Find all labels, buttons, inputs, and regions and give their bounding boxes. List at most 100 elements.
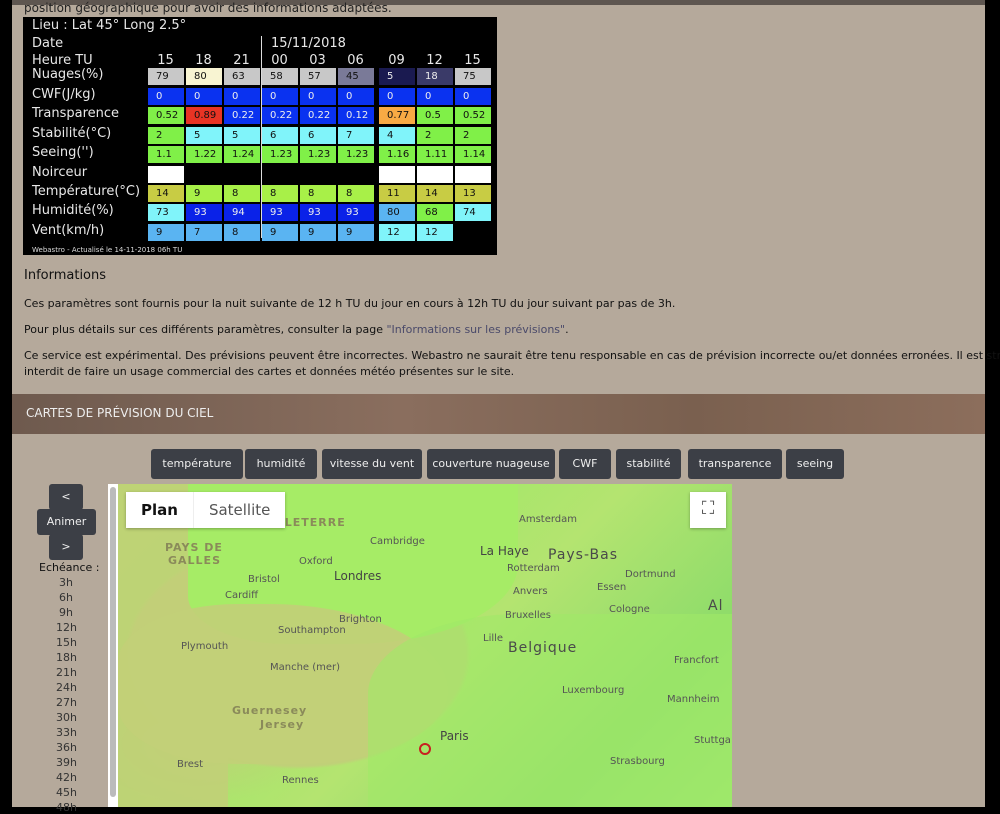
forecast-cell: 9 — [186, 185, 222, 202]
forecast-cell: 1.23 — [338, 146, 374, 163]
p2-prefix: Pour plus détails sur ces différents par… — [24, 323, 387, 336]
forecast-map[interactable]: ANGLETERRE PAYS DE GALLES Amsterdam Cambridg… — [108, 484, 732, 807]
map-label: Bruxelles — [505, 610, 551, 621]
map-label: Pays-Bas — [548, 547, 619, 563]
land-area — [368, 614, 732, 807]
map-label: Plymouth — [181, 641, 229, 652]
echeance-step[interactable]: 24h — [56, 681, 77, 694]
map-layer-button[interactable]: température — [151, 449, 243, 479]
echeance-step[interactable]: 45h — [56, 786, 77, 799]
row-label: Nuages(%) — [32, 67, 104, 82]
map-label: Brest — [177, 759, 204, 770]
forecast-cell: 80 — [379, 204, 415, 221]
animate-button[interactable]: Animer — [37, 509, 96, 535]
echeance-step[interactable]: 36h — [56, 741, 77, 754]
date-value: 15/11/2018 — [271, 36, 346, 51]
forecast-cell — [148, 166, 184, 183]
forecast-cell: 0.22 — [300, 107, 336, 124]
echeance-step[interactable]: 30h — [56, 711, 77, 724]
prev-button[interactable]: < — [49, 484, 83, 510]
forecast-cell: 0.12 — [338, 107, 374, 124]
echeance-step[interactable]: 27h — [56, 696, 77, 709]
echeance-step[interactable]: 21h — [56, 666, 77, 679]
forecast-cell — [379, 166, 415, 183]
row-label: Vent(km/h) — [32, 223, 105, 238]
map-label: GALLES — [168, 554, 221, 567]
map-label: Strasbourg — [610, 756, 665, 767]
forecast-cell: 18 — [417, 68, 453, 85]
hour-header: 21 — [233, 53, 250, 68]
map-layer-button[interactable]: CWF — [559, 449, 611, 479]
forecast-cell: 8 — [338, 185, 374, 202]
hour-header: 12 — [426, 53, 443, 68]
row-label: Stabilité(°C) — [32, 126, 112, 141]
forecast-cell: 2 — [417, 127, 453, 144]
echeance-step[interactable]: 15h — [56, 636, 77, 649]
echeance-step[interactable]: 48h — [56, 801, 77, 814]
forecast-table: Lieu : Lat 45° Long 2.5° Date 15/11/2018… — [23, 17, 497, 255]
map-layer-button[interactable]: couverture nuageuse — [427, 449, 555, 479]
forecast-cell: 14 — [148, 185, 184, 202]
map-layer-button[interactable]: transparence — [688, 449, 782, 479]
row-label: Humidité(%) — [32, 203, 114, 218]
forecast-cell: 0 — [300, 88, 336, 105]
echeance-step[interactable]: 18h — [56, 651, 77, 664]
echeance-label: Echéance : — [39, 561, 100, 574]
forecast-cell: 1.23 — [262, 146, 298, 163]
hour-header: 15 — [157, 53, 174, 68]
forecast-cell: 8 — [262, 185, 298, 202]
scrollbar-thumb[interactable] — [110, 487, 116, 797]
row-label: Température(°C) — [32, 184, 141, 199]
map-label: Anvers — [513, 586, 548, 597]
echeance-step[interactable]: 12h — [56, 621, 77, 634]
forecast-cell: 0 — [338, 88, 374, 105]
satellite-button[interactable]: Satellite — [192, 492, 285, 528]
map-label: Londres — [334, 569, 382, 583]
forecast-cell: 6 — [300, 127, 336, 144]
forecast-cell: 1.23 — [300, 146, 336, 163]
echeance-step[interactable]: 9h — [59, 606, 73, 619]
echeance-step[interactable]: 6h — [59, 591, 73, 604]
map-label: Essen — [597, 582, 627, 593]
echeance-step[interactable]: 33h — [56, 726, 77, 739]
fullscreen-icon[interactable]: ⛶ — [690, 492, 726, 528]
day-separator — [261, 36, 262, 238]
forecast-cell: 45 — [338, 68, 374, 85]
forecast-cell: 0.5 — [417, 107, 453, 124]
map-layer-button[interactable]: vitesse du vent — [322, 449, 422, 479]
location-marker[interactable] — [419, 743, 431, 755]
forecast-cell: 0 — [148, 88, 184, 105]
plan-button[interactable]: Plan — [141, 501, 178, 519]
row-label: Transparence — [32, 106, 120, 121]
map-layer-button[interactable]: humidité — [245, 449, 317, 479]
map-label: Mannheim — [667, 694, 720, 705]
echeance-step[interactable]: 3h — [59, 576, 73, 589]
map-label: Cambridge — [370, 536, 425, 547]
next-button[interactable]: > — [49, 534, 83, 560]
forecast-cell: 94 — [224, 204, 260, 221]
forecast-cell: 6 — [262, 127, 298, 144]
hour-label: Heure TU — [32, 53, 93, 68]
location-label: Lieu : Lat 45° Long 2.5° — [32, 18, 187, 33]
forecast-cell: 0 — [417, 88, 453, 105]
forecast-cell: 9 — [148, 224, 184, 241]
forecast-cell: 0.52 — [148, 107, 184, 124]
previsions-info-link[interactable]: "Informations sur les prévisions" — [386, 323, 566, 336]
map-layer-button[interactable]: stabilité — [616, 449, 681, 479]
forecast-cell: 0.52 — [455, 107, 491, 124]
forecast-cell: 74 — [455, 204, 491, 221]
scrollbar[interactable] — [108, 484, 118, 807]
forecast-cell — [262, 166, 298, 183]
map-label: Jersey — [260, 718, 305, 731]
row-label: CWF(J/kg) — [32, 87, 96, 102]
echeance-step[interactable]: 39h — [56, 756, 77, 769]
forecast-cell: 1.14 — [455, 146, 491, 163]
hour-header: 00 — [271, 53, 288, 68]
forecast-cell: 0 — [186, 88, 222, 105]
forecast-cell: 8 — [224, 185, 260, 202]
map-layer-button[interactable]: seeing — [786, 449, 844, 479]
echeance-step[interactable]: 42h — [56, 771, 77, 784]
map-label: Cologne — [609, 604, 650, 615]
forecast-cell: 63 — [224, 68, 260, 85]
hour-header: 06 — [347, 53, 364, 68]
